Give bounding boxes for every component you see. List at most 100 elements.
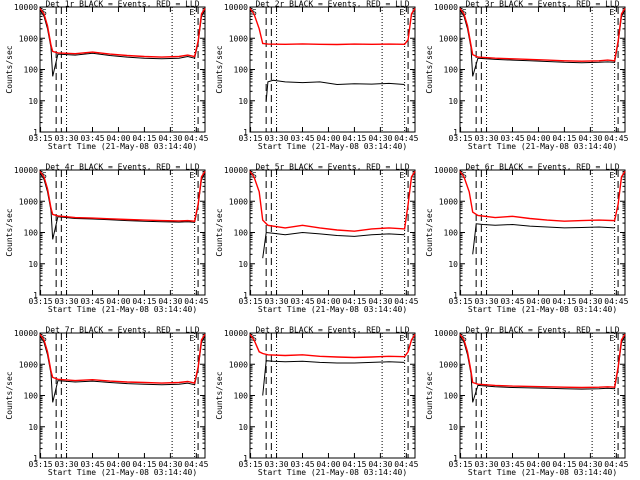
y-tick-label: 10000 [224,329,248,338]
y-tick-label: 1 [243,128,248,137]
y-axis-label: Counts/sec [425,371,434,419]
x-tick-label: 03:15 [449,134,473,143]
y-tick-label: 1000 [439,197,458,206]
x-tick-label: 03:15 [29,460,53,469]
x-tick-label: 04:15 [342,297,366,306]
panel-7: Det 7r BLACK = Events, RED = LLD 1 10 100 10… [5,326,209,478]
lld-series-line [39,170,206,222]
start-marker-label: S [462,8,467,17]
plot-frame [459,6,626,133]
lld-series-line [39,333,206,384]
end-marker-label: E [189,334,194,343]
x-tick-label: 04:00 [526,460,550,469]
x-tick-label: 04:45 [394,297,418,306]
x-tick-label: 03:15 [449,297,473,306]
x-axis-label: Start Time (21-May-08 03:14:40) [468,468,617,477]
x-tick-label: 03:45 [290,297,314,306]
panel-title: Det 9r BLACK = Events, RED = LLD [465,326,619,335]
x-axis-label: Start Time (21-May-08 03:14:40) [258,468,407,477]
y-axis-label: Counts/sec [5,371,14,419]
start-marker-label: S [252,334,257,343]
lld-series-line [39,7,206,58]
x-tick-label: 04:00 [316,297,340,306]
events-series-line [472,223,615,255]
y-axis-label: Counts/sec [215,208,224,256]
x-tick-label: 04:00 [526,134,550,143]
end-marker-label: E [399,334,404,343]
events-series-line [459,9,626,77]
x-tick-label: 04:00 [316,134,340,143]
end-marker-label: E [399,8,404,17]
x-tick-label: 03:45 [80,460,104,469]
x-tick-label: 04:30 [158,134,182,143]
x-axis-label: Start Time (21-May-08 03:14:40) [48,468,197,477]
x-tick-label: 04:45 [184,460,208,469]
x-axis-label: Start Time (21-May-08 03:14:40) [48,305,197,314]
y-tick-label: 1000 [229,34,248,43]
start-marker-label: S [462,334,467,343]
panel-title: Det 4r BLACK = Events, RED = LLD [45,163,199,172]
events-series-line [459,335,626,403]
lld-series-line [249,7,416,46]
y-tick-label: 100 [234,392,249,401]
y-tick-label: 10 [238,97,248,106]
y-tick-label: 1000 [439,360,458,369]
y-tick-label: 100 [24,229,39,238]
x-tick-label: 03:45 [80,297,104,306]
y-tick-label: 1000 [19,360,38,369]
x-tick-label: 04:15 [552,297,576,306]
x-tick-label: 03:15 [449,460,473,469]
panel-title: Det 1r BLACK = Events, RED = LLD [45,0,199,9]
y-tick-label: 1 [243,454,248,463]
end-marker-label: E [609,171,614,180]
x-tick-label: 04:15 [132,134,156,143]
y-tick-label: 1000 [19,197,38,206]
panel-title: Det 2r BLACK = Events, RED = LLD [255,0,409,9]
x-tick-label: 04:30 [578,134,602,143]
panel-5: Det 5r BLACK = Events, RED = LLD 1 10 100 10… [215,163,419,315]
x-tick-label: 03:30 [474,134,498,143]
x-tick-label: 04:15 [552,460,576,469]
y-tick-label: 10 [448,260,458,269]
x-tick-label: 04:45 [604,460,628,469]
events-series-line [39,9,206,77]
panel-9: Det 9r BLACK = Events, RED = LLD 1 10 100 10… [425,326,629,478]
plot-frame [249,332,416,459]
y-tick-label: 1 [453,291,458,300]
x-tick-label: 04:00 [316,460,340,469]
events-series-line [39,172,206,240]
plot-frame [39,169,206,296]
x-tick-label: 04:15 [132,460,156,469]
x-tick-label: 04:30 [578,297,602,306]
plot-frame [459,332,626,459]
x-tick-label: 04:15 [342,134,366,143]
lld-series-line [249,170,416,232]
x-tick-label: 03:15 [239,297,263,306]
x-tick-label: 03:45 [290,134,314,143]
x-axis-label: Start Time (21-May-08 03:14:40) [48,142,197,151]
x-axis-label: Start Time (21-May-08 03:14:40) [468,305,617,314]
x-tick-label: 03:15 [29,134,53,143]
y-tick-label: 1 [33,128,38,137]
y-tick-label: 10000 [224,3,248,12]
x-tick-label: 04:30 [368,134,392,143]
y-tick-label: 10 [28,97,38,106]
x-tick-label: 04:15 [132,297,156,306]
x-tick-label: 03:30 [264,134,288,143]
lld-series-line [459,333,626,389]
y-tick-label: 10 [448,97,458,106]
y-tick-label: 10000 [14,329,38,338]
x-tick-label: 04:45 [184,297,208,306]
x-tick-label: 03:30 [54,297,78,306]
y-tick-label: 1000 [439,34,458,43]
y-tick-label: 1 [453,454,458,463]
y-tick-label: 100 [234,229,249,238]
x-tick-label: 03:15 [239,134,263,143]
lld-series-line [249,333,416,359]
panel-1: Det 1r BLACK = Events, RED = LLD 1 10 100 10… [5,0,209,151]
x-tick-label: 04:00 [106,297,130,306]
y-tick-label: 10 [238,260,248,269]
lld-series-line [459,7,626,62]
end-marker-label: E [609,8,614,17]
